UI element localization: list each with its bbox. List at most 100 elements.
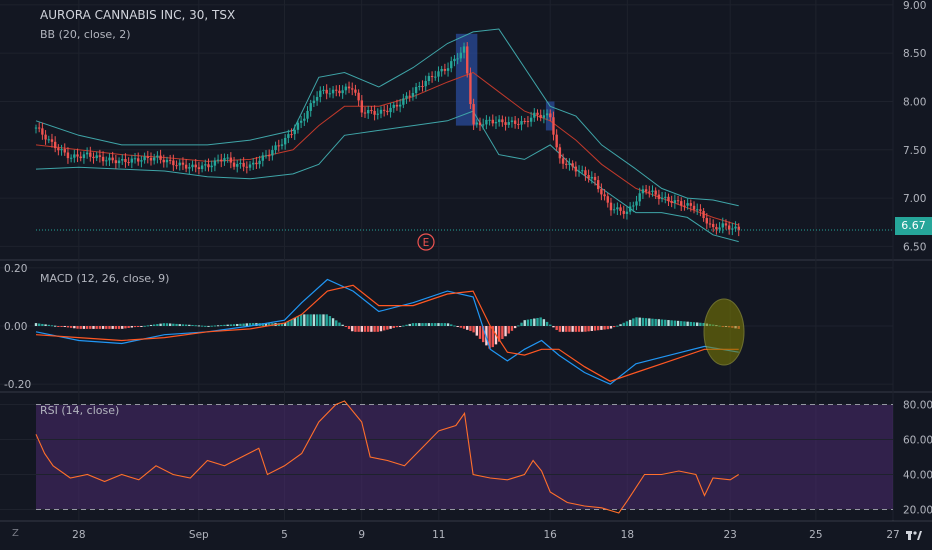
candle-body (382, 109, 386, 111)
macd-histogram-bar (552, 326, 555, 328)
candle-body (568, 163, 571, 165)
macd-histogram-bar (194, 325, 197, 327)
candle-body (184, 164, 188, 169)
macd-histogram-bar (229, 324, 233, 326)
candle-body (644, 189, 648, 192)
bb-lower-line (35, 110, 739, 243)
candle-body (523, 121, 526, 123)
macd-histogram-bar (696, 322, 699, 326)
candle-body (379, 109, 383, 114)
candle-body (360, 100, 364, 113)
candle-body (60, 149, 63, 151)
bb-indicator-label[interactable]: BB (20, close, 2) (40, 28, 131, 41)
candle-body (392, 104, 395, 108)
candle-body (459, 52, 463, 59)
candle-body (149, 157, 153, 161)
candle-body (306, 110, 309, 119)
macd-histogram-bar (175, 323, 178, 326)
candle-body (408, 95, 411, 97)
candle-body (507, 122, 510, 125)
candle-body (63, 149, 66, 153)
candle-body (159, 155, 162, 160)
candle-body (536, 112, 539, 115)
macd-histogram-bar (376, 326, 379, 332)
macd-histogram-bar (309, 314, 312, 326)
candle-body (108, 157, 111, 161)
macd-histogram-bar (472, 326, 475, 333)
candle-body (226, 157, 229, 159)
macd-histogram-bar (165, 323, 169, 326)
candle-body (124, 159, 127, 163)
macd-histogram-bar (114, 326, 118, 329)
tradingview-logo-icon[interactable] (905, 527, 923, 543)
macd-histogram-bar (517, 325, 520, 327)
macd-histogram-bar (287, 321, 290, 326)
candle-body (632, 205, 635, 207)
candle-body (625, 211, 629, 214)
macd-histogram-bar (545, 321, 549, 326)
candle-body (491, 119, 494, 124)
macd-histogram-bar (242, 323, 245, 326)
candle-body (95, 155, 98, 159)
macd-histogram-bar (60, 326, 63, 327)
candle-body (600, 189, 603, 195)
bottom-left-glyph[interactable]: Z (12, 528, 19, 539)
candle-body (172, 160, 175, 166)
candle-body (504, 122, 507, 125)
candle-body (705, 218, 708, 224)
candle-body (264, 155, 268, 157)
candle-body (44, 134, 47, 140)
candle-body (200, 165, 204, 169)
macd-histogram-bar (654, 318, 657, 326)
candle-body (628, 206, 632, 212)
macd-histogram-bar (418, 323, 421, 326)
rsi-band-fill (36, 404, 893, 510)
macd-histogram-bar (638, 317, 641, 326)
macd-histogram-bar (370, 326, 373, 332)
candle-body (328, 93, 332, 95)
earnings-marker-label: E (423, 237, 430, 249)
macd-histogram-bar (398, 326, 402, 327)
macd-histogram-bar (37, 323, 41, 326)
candle-body (718, 227, 721, 230)
candle-body (117, 160, 121, 164)
candle-body (389, 107, 392, 113)
macd-histogram-bar (204, 325, 207, 327)
macd-histogram-bar (593, 326, 597, 331)
macd-histogram-bar (207, 325, 210, 327)
candle-body (414, 86, 418, 94)
macd-histogram-bar (670, 320, 673, 326)
bb-upper-line (35, 28, 739, 207)
candle-body (121, 159, 124, 161)
macd-histogram-bar (459, 326, 463, 328)
candle-body (181, 162, 185, 165)
candle-body (79, 156, 82, 159)
candle-body (354, 89, 357, 93)
time-tick-label: 23 (723, 529, 736, 541)
candle-body (501, 119, 504, 123)
macd-histogram-bar (360, 326, 364, 332)
candle-body (277, 145, 280, 147)
candle-body (571, 163, 574, 167)
rsi-indicator-label[interactable]: RSI (14, close) (40, 404, 120, 417)
macd-indicator-label[interactable]: MACD (12, 26, close, 9) (40, 272, 170, 285)
macd-histogram-bar (612, 326, 616, 328)
candle-body (165, 159, 169, 163)
candle-body (529, 117, 533, 122)
candle-body (50, 139, 54, 142)
macd-histogram-bar (335, 320, 338, 326)
macd-histogram-bar (351, 326, 354, 332)
macd-histogram-bar (159, 323, 162, 326)
candle-body (398, 104, 402, 107)
macd-histogram-bar (117, 326, 121, 329)
candle-body (587, 175, 590, 179)
macd-histogram-bar (44, 324, 47, 326)
last-price-tag: 6.67 (895, 217, 932, 235)
time-tick-label: 27 (886, 529, 899, 541)
macd-histogram-bar (322, 314, 325, 326)
candle-body (76, 154, 79, 157)
candle-body (635, 201, 638, 206)
macd-histogram-bar (290, 319, 293, 326)
macd-histogram-bar (236, 323, 239, 326)
